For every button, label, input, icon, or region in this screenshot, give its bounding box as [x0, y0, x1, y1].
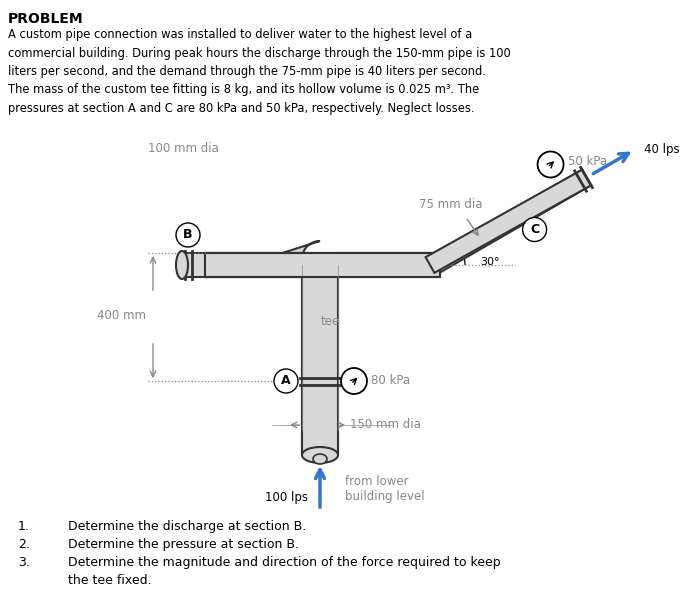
Text: Determine the discharge at section B.: Determine the discharge at section B.: [68, 520, 306, 533]
Text: the tee fixed.: the tee fixed.: [68, 574, 152, 587]
Text: 400 mm: 400 mm: [97, 309, 146, 322]
Ellipse shape: [313, 454, 327, 464]
Polygon shape: [302, 253, 440, 285]
Polygon shape: [207, 241, 440, 455]
Text: 80 kPa: 80 kPa: [371, 375, 410, 387]
Text: Determine the pressure at section B.: Determine the pressure at section B.: [68, 538, 299, 551]
Text: B: B: [183, 229, 193, 242]
Text: from lower
building level: from lower building level: [345, 475, 425, 503]
Text: 100 mm dia: 100 mm dia: [148, 142, 219, 155]
Polygon shape: [185, 253, 440, 277]
Ellipse shape: [302, 447, 338, 463]
Polygon shape: [425, 170, 591, 273]
Circle shape: [274, 369, 298, 393]
Text: 1.: 1.: [18, 520, 30, 533]
Text: 2.: 2.: [18, 538, 30, 551]
Text: 100 lps: 100 lps: [265, 490, 308, 503]
Ellipse shape: [176, 251, 188, 279]
Text: 40 lps: 40 lps: [644, 143, 680, 156]
Text: PROBLEM: PROBLEM: [8, 12, 83, 26]
Text: 3.: 3.: [18, 556, 30, 569]
Polygon shape: [205, 253, 440, 277]
Text: A custom pipe connection was installed to deliver water to the highest level of : A custom pipe connection was installed t…: [8, 28, 511, 115]
Text: 75 mm dia: 75 mm dia: [419, 198, 482, 211]
Circle shape: [523, 218, 547, 242]
Text: Determine the magnitude and direction of the force required to keep: Determine the magnitude and direction of…: [68, 556, 501, 569]
Polygon shape: [430, 170, 591, 273]
Polygon shape: [302, 265, 338, 455]
Circle shape: [341, 368, 367, 394]
Circle shape: [176, 223, 200, 247]
Text: 150 mm dia: 150 mm dia: [350, 419, 421, 432]
Circle shape: [538, 151, 564, 178]
Text: 50 kPa: 50 kPa: [568, 155, 607, 168]
Text: 30°: 30°: [480, 257, 499, 267]
Text: A: A: [281, 375, 291, 387]
Text: C: C: [530, 223, 539, 236]
Text: tee: tee: [320, 315, 340, 328]
Polygon shape: [302, 253, 440, 277]
